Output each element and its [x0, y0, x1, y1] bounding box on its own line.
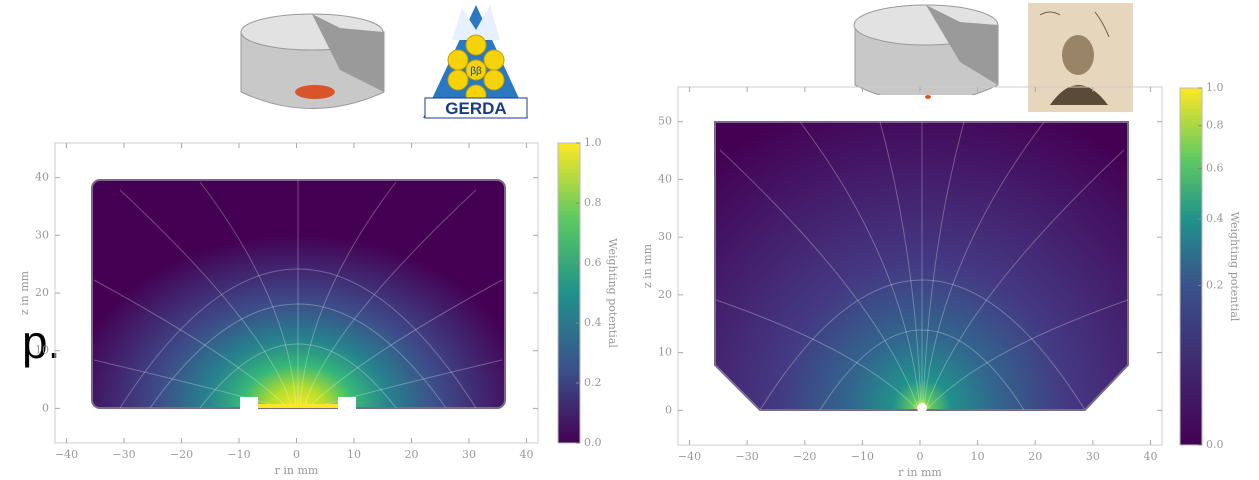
- x-tick-label: 0: [917, 450, 924, 463]
- colorbar-label: Weighting potential: [1228, 212, 1241, 322]
- detector-icon-right: [854, 5, 998, 107]
- y-tick-label: 20: [35, 286, 49, 299]
- detector-icon-left: [241, 14, 384, 109]
- y-tick-label: 10: [658, 346, 672, 359]
- colorbar-tick-label: 0.2: [1206, 278, 1224, 291]
- right-heatmap: [715, 122, 1128, 413]
- colorbar-label: Weighting potential: [606, 238, 619, 348]
- colorbar-tick-label: 0.0: [584, 436, 602, 449]
- colorbar-tick-label: 0.4: [584, 316, 602, 329]
- colorbar-tick-label: 0.4: [1206, 212, 1224, 225]
- x-tick-label: −10: [851, 450, 874, 463]
- x-tick-label: 20: [405, 448, 419, 461]
- x-tick-label: 30: [462, 448, 476, 461]
- x-tick-label: 10: [347, 448, 361, 461]
- y-tick-label: 0: [665, 403, 672, 416]
- x-tick-label: −20: [793, 450, 816, 463]
- colorbar-tick-label: 0.8: [1206, 119, 1224, 132]
- x-axis-label: r in mm: [275, 464, 319, 477]
- colorbar-tick-label: 0.8: [584, 196, 602, 209]
- logo-symbol: ββ: [470, 66, 482, 77]
- y-tick-label: 40: [658, 172, 672, 185]
- y-tick-label: 50: [658, 115, 672, 128]
- x-tick-label: −40: [678, 450, 701, 463]
- colorbar: [1180, 88, 1202, 445]
- y-tick-label: 0: [42, 401, 49, 414]
- x-axis-label: r in mm: [898, 466, 942, 479]
- left-heatmap: [92, 180, 505, 409]
- y-axis-label: z in mm: [18, 270, 31, 315]
- colorbar-tick-label: 1.0: [1206, 81, 1224, 94]
- x-tick-label: −10: [227, 448, 250, 461]
- y-axis-label: z in mm: [641, 243, 654, 288]
- x-tick-label: −30: [736, 450, 759, 463]
- y-tick-label: 40: [35, 171, 49, 184]
- colorbar-tick-label: 0.6: [584, 256, 602, 269]
- logo-text: GERDA: [445, 99, 506, 118]
- y-tick-label: 20: [658, 288, 672, 301]
- colorbar-tick-label: 0.0: [1206, 438, 1224, 451]
- y-tick-label: 30: [658, 230, 672, 243]
- gerda-logo: ββ GERDA: [423, 5, 528, 118]
- colorbar-tick-label: 0.2: [584, 376, 602, 389]
- y-tick-label: 10: [35, 344, 49, 357]
- x-tick-label: 20: [1028, 450, 1042, 463]
- x-tick-label: 30: [1086, 450, 1100, 463]
- portrait-photo: [1028, 3, 1133, 112]
- x-tick-label: 0: [293, 448, 300, 461]
- slide: p. ββ GERDA: [0, 0, 1259, 480]
- x-tick-label: 40: [1143, 450, 1157, 463]
- colorbar: [558, 143, 580, 443]
- colorbar-tick-label: 1.0: [584, 136, 602, 149]
- x-tick-label: −40: [55, 448, 78, 461]
- x-tick-label: 10: [971, 450, 985, 463]
- x-tick-label: 40: [520, 448, 534, 461]
- x-tick-label: −30: [112, 448, 135, 461]
- y-tick-label: 30: [35, 228, 49, 241]
- colorbar-tick-label: 0.6: [1206, 161, 1224, 174]
- x-tick-label: −20: [170, 448, 193, 461]
